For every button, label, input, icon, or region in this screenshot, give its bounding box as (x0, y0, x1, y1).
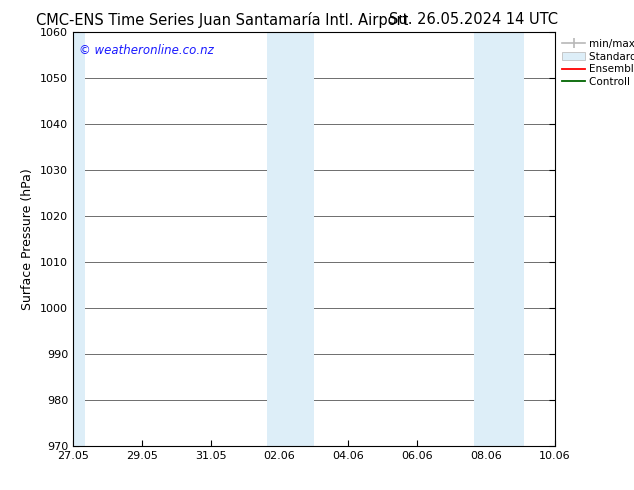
Text: Su. 26.05.2024 14 UTC: Su. 26.05.2024 14 UTC (389, 12, 558, 27)
Bar (73, 32, 85, 446)
Y-axis label: Surface Pressure (hPa): Surface Pressure (hPa) (22, 168, 34, 310)
Bar (474, 32, 524, 446)
Text: CMC-ENS Time Series Juan Santamaría Intl. Airport: CMC-ENS Time Series Juan Santamaría Intl… (36, 12, 408, 28)
Text: © weatheronline.co.nz: © weatheronline.co.nz (79, 44, 214, 57)
Bar (268, 32, 314, 446)
Legend: min/max, Standard deviation, Ensemble mean run, Controll run: min/max, Standard deviation, Ensemble me… (560, 37, 634, 89)
